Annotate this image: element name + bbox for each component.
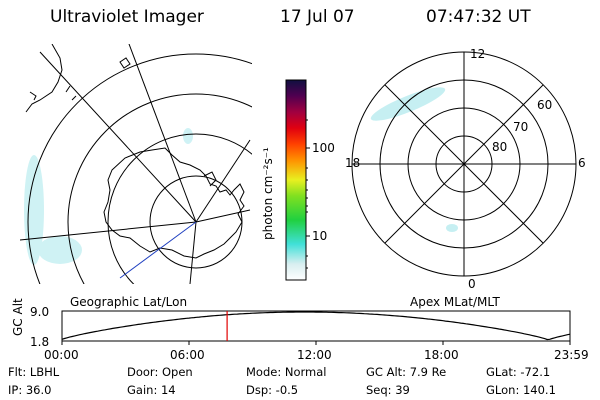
polar-grid xyxy=(351,51,577,277)
time-tick-0600: 06:00 xyxy=(170,348,205,362)
aurora-emission-right xyxy=(370,87,458,232)
apex-label: Apex MLat/MLT xyxy=(410,295,500,309)
colorbar xyxy=(285,79,307,281)
altitude-strip xyxy=(61,310,571,345)
mode-info: Mode: Normal xyxy=(246,365,327,379)
colorbar-unit-label: photon cm⁻²s⁻¹ xyxy=(261,147,275,240)
door-info: Door: Open xyxy=(127,365,193,379)
time-tick-1200: 12:00 xyxy=(297,348,332,362)
gc-alt-axis-label: GC Alt xyxy=(11,298,25,336)
time-label: 07:47:32 UT xyxy=(426,7,531,27)
geographic-label: Geographic Lat/Lon xyxy=(70,295,188,309)
gain-info: Gain: 14 xyxy=(127,383,176,397)
colorbar-tick-100: 100 xyxy=(312,141,335,155)
seq-info: Seq: 39 xyxy=(366,383,410,397)
alt-tick-high: 9.0 xyxy=(30,305,50,319)
colorbar-tick-10: 10 xyxy=(312,229,328,243)
south-america-coastline xyxy=(25,44,77,113)
time-tick-0000: 00:00 xyxy=(44,348,79,362)
antarctica-coastline xyxy=(103,147,245,259)
mlt-label-12: 12 xyxy=(470,47,486,61)
alt-tick-low: 1.8 xyxy=(30,335,50,349)
gc-alt-info: GC Alt: 7.9 Re xyxy=(366,365,447,379)
filter-info: Flt: LBHL xyxy=(8,365,60,379)
geographic-map xyxy=(20,44,252,284)
app-title: Ultraviolet Imager xyxy=(50,7,204,27)
mlt-label-18: 18 xyxy=(345,156,361,170)
glon-info: GLon: 140.1 xyxy=(486,383,556,397)
satellite-track xyxy=(119,221,197,279)
mlat-label-80: 80 xyxy=(492,140,508,154)
mlat-label-60: 60 xyxy=(537,98,553,112)
mlat-label-70: 70 xyxy=(513,120,529,134)
mlt-label-6: 6 xyxy=(578,156,586,170)
ip-info: IP: 36.0 xyxy=(8,383,52,397)
time-tick-1800: 18:00 xyxy=(424,348,459,362)
dsp-info: Dsp: -0.5 xyxy=(246,383,299,397)
mlt-label-0: 0 xyxy=(468,277,476,291)
time-tick-2359: 23:59 xyxy=(554,348,589,362)
glat-info: GLat: -72.1 xyxy=(486,365,551,379)
date-label: 17 Jul 07 xyxy=(280,7,355,27)
